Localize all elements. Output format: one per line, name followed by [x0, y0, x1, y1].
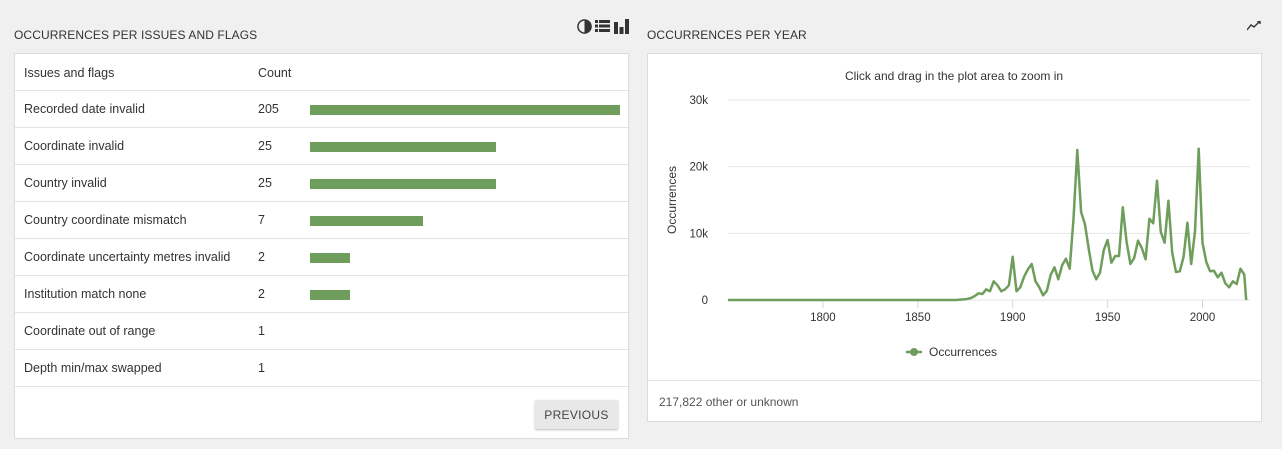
issues-flags-card: Issues and flags Count Recorded date inv…	[14, 53, 629, 439]
table-row: Country coordinate mismatch 7	[15, 202, 628, 239]
x-tick-label: 1850	[905, 312, 931, 324]
y-tick-label: 10k	[689, 228, 708, 240]
x-tick-label: 1900	[1000, 312, 1026, 324]
row-count: 25	[258, 139, 272, 153]
row-label: Coordinate invalid	[24, 139, 125, 153]
occurrences-year-card: Click and drag in the plot area to zoom …	[647, 53, 1262, 422]
occurrences-chart[interactable]: Click and drag in the plot area to zoom …	[648, 54, 1261, 380]
row-count: 205	[258, 102, 279, 116]
count-bar	[310, 290, 350, 300]
y-tick-label: 20k	[689, 162, 708, 174]
row-label: Coordinate out of range	[24, 324, 156, 338]
table-header: Issues and flags Count	[15, 54, 628, 91]
table-row: Recorded date invalid 205	[15, 91, 628, 128]
previous-button[interactable]: PREVIOUS	[535, 400, 618, 429]
table-row: Coordinate uncertainty metres invalid 2	[15, 239, 628, 276]
divider	[648, 380, 1261, 381]
bar-chart-icon[interactable]	[613, 18, 629, 34]
y-tick-label: 30k	[689, 95, 708, 107]
row-label: Country coordinate mismatch	[24, 213, 187, 227]
row-count: 2	[258, 287, 265, 301]
row-label: Country invalid	[24, 176, 107, 190]
row-count: 2	[258, 250, 265, 264]
row-label: Depth min/max swapped	[24, 361, 162, 375]
pie-chart-icon[interactable]	[576, 18, 592, 34]
count-bar	[310, 179, 496, 189]
count-bar	[310, 253, 350, 263]
table-row: Country invalid 25	[15, 165, 628, 202]
table-row: Coordinate out of range 1	[15, 313, 628, 350]
issues-flags-title: OCCURRENCES PER ISSUES AND FLAGS	[14, 28, 258, 42]
row-count: 25	[258, 176, 272, 190]
count-bar	[310, 105, 620, 115]
row-count: 7	[258, 213, 265, 227]
count-bar	[310, 142, 496, 152]
x-tick-label: 1800	[810, 312, 836, 324]
table-row: Institution match none 2	[15, 276, 628, 313]
table-row: Coordinate invalid 25	[15, 128, 628, 165]
row-label: Recorded date invalid	[24, 102, 145, 116]
header-issues: Issues and flags	[24, 66, 115, 80]
other-unknown-count: 217,822 other or unknown	[659, 395, 799, 409]
legend-label: Occurrences	[929, 345, 997, 359]
row-label: Institution match none	[24, 287, 147, 301]
table-row: Depth min/max swapped 1	[15, 350, 628, 387]
occurrences-year-title: OCCURRENCES PER YEAR	[647, 28, 807, 42]
line-chart-icon[interactable]	[1246, 19, 1262, 33]
zoom-hint: Click and drag in the plot area to zoom …	[845, 69, 1063, 83]
x-tick-label: 1950	[1095, 312, 1121, 324]
list-icon[interactable]	[594, 18, 610, 34]
count-bar	[310, 216, 423, 226]
row-label: Coordinate uncertainty metres invalid	[24, 250, 231, 264]
row-count: 1	[258, 361, 265, 375]
row-count: 1	[258, 324, 265, 338]
series-line-occurrences	[728, 147, 1248, 302]
y-axis-label: Occurrences	[665, 166, 679, 234]
header-count: Count	[258, 66, 292, 80]
legend-marker	[910, 348, 918, 356]
x-tick-label: 2000	[1190, 312, 1216, 324]
y-tick-label: 0	[702, 295, 708, 307]
